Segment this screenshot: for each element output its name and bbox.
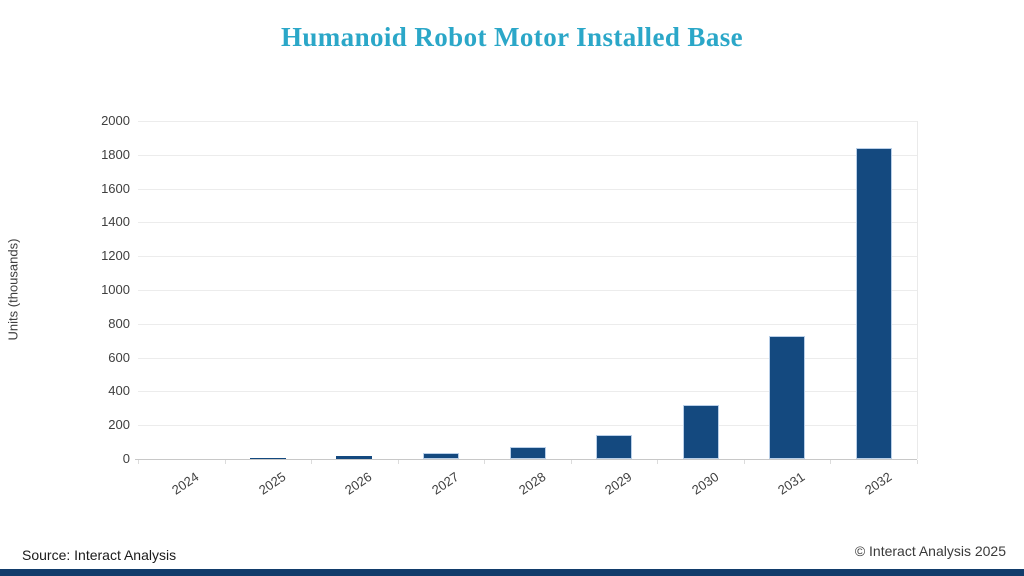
x-tick-label: 2028 xyxy=(515,469,548,498)
x-tick-label: 2026 xyxy=(342,469,375,498)
gridline-y-800 xyxy=(138,323,917,325)
gridline-y-600 xyxy=(138,357,917,359)
x-tick-label: 2029 xyxy=(602,469,635,498)
category-tick xyxy=(743,460,745,464)
y-tick-label: 1600 xyxy=(101,180,130,196)
y-tick-label: 800 xyxy=(108,315,130,331)
y-tick-label: 0 xyxy=(122,451,130,466)
y-tick-label: 1400 xyxy=(101,214,130,230)
bar-2032 xyxy=(855,148,892,459)
category-tick xyxy=(138,460,139,464)
category-tick xyxy=(224,460,226,464)
x-tick-label: 2025 xyxy=(255,469,289,498)
bar-2027 xyxy=(422,453,459,459)
gridline-y-1800 xyxy=(138,154,917,156)
category-tick xyxy=(917,460,918,464)
bar-2026 xyxy=(336,455,373,459)
y-tick-label: 200 xyxy=(108,417,130,433)
x-tick-label: 2032 xyxy=(861,469,895,498)
bar-2031 xyxy=(769,335,806,459)
gridline-y-1200 xyxy=(138,256,917,258)
bar-2025 xyxy=(249,457,286,459)
gridline-y-200 xyxy=(138,425,917,427)
y-tick-label: 400 xyxy=(108,383,130,399)
category-tick xyxy=(657,460,659,464)
brand-strip xyxy=(0,569,1024,576)
bar-2030 xyxy=(682,404,719,459)
category-tick xyxy=(397,460,399,464)
y-tick-label: 2000 xyxy=(101,113,130,128)
gridline-y-1600 xyxy=(138,188,917,190)
y-tick-label: 1800 xyxy=(101,146,130,162)
category-tick xyxy=(484,460,486,464)
category-tick xyxy=(311,460,313,464)
x-tick-label: 2024 xyxy=(169,469,202,498)
bar-2028 xyxy=(509,447,546,459)
y-tick-label: 1000 xyxy=(101,282,130,297)
gridline-y-2000 xyxy=(138,121,917,122)
category-tick xyxy=(830,460,832,464)
plot-right-edge xyxy=(917,121,918,459)
category-tick xyxy=(570,460,572,464)
x-tick-label: 2031 xyxy=(775,469,808,498)
x-tick-label: 2027 xyxy=(428,469,462,498)
copyright-note: © Interact Analysis 2025 xyxy=(854,543,1006,559)
gridline-y-1400 xyxy=(138,222,917,224)
y-tick-label: 1200 xyxy=(101,248,130,264)
gridline-y-400 xyxy=(138,391,917,393)
chart-title: Humanoid Robot Motor Installed Base xyxy=(280,22,744,52)
x-tick-label: 2030 xyxy=(688,469,721,498)
source-note: Source: Interact Analysis xyxy=(22,547,177,563)
bar-2029 xyxy=(596,435,633,459)
y-axis-title: Units (thousands) xyxy=(5,238,21,341)
y-tick-label: 600 xyxy=(108,349,130,365)
gridline-y-1000 xyxy=(138,290,917,291)
x-axis-line xyxy=(135,459,917,460)
